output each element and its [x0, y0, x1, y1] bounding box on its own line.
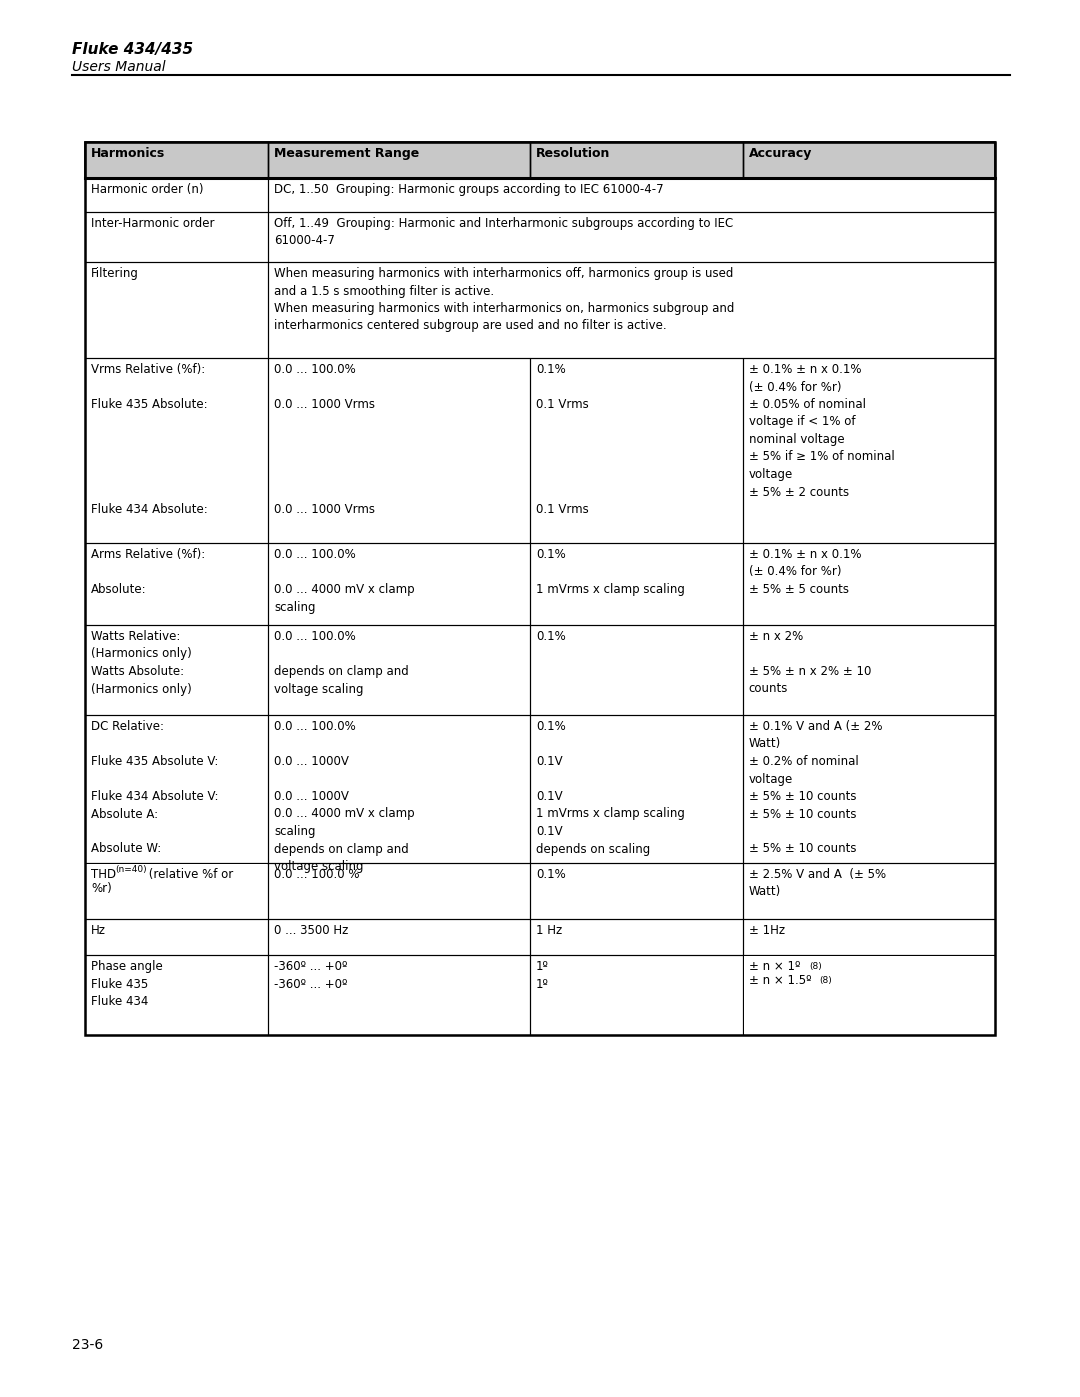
- Text: THD: THD: [91, 868, 117, 882]
- Text: ± n × 1º (8)
± n × 1.5º (8): ± n × 1º (8) ± n × 1.5º (8): [748, 960, 832, 990]
- Bar: [743, 543, 995, 624]
- Text: Off, 1..49  Grouping: Harmonic and Interharmonic subgroups according to IEC
6100: Off, 1..49 Grouping: Harmonic and Interh…: [274, 217, 733, 247]
- Bar: [530, 624, 743, 715]
- Bar: [85, 358, 268, 543]
- Text: ± 0.1% V and A (± 2%
Watt)
± 0.2% of nominal
voltage
± 5% ± 10 counts
± 5% ± 10 : ± 0.1% V and A (± 2% Watt) ± 0.2% of nom…: [748, 719, 882, 855]
- Bar: [744, 956, 994, 1034]
- Text: Resolution: Resolution: [536, 147, 610, 161]
- Text: Watts Relative:
(Harmonics only)
Watts Absolute:
(Harmonics only): Watts Relative: (Harmonics only) Watts A…: [91, 630, 192, 696]
- Bar: [530, 543, 743, 624]
- Bar: [268, 919, 530, 956]
- Text: (relative %f or: (relative %f or: [145, 868, 233, 882]
- Text: 0.1%: 0.1%: [536, 868, 566, 882]
- Bar: [268, 624, 530, 715]
- Text: THD(n=40) (relative %f or
%r): THD(n=40) (relative %f or %r): [91, 868, 246, 898]
- Text: ± n × 1.5º: ± n × 1.5º: [748, 974, 815, 988]
- Bar: [268, 863, 530, 919]
- Bar: [268, 715, 530, 863]
- Bar: [268, 956, 530, 1035]
- Bar: [268, 177, 995, 212]
- Text: Hz: Hz: [91, 923, 106, 937]
- Text: DC, 1..50  Grouping: Harmonic groups according to IEC 61000-4-7: DC, 1..50 Grouping: Harmonic groups acco…: [274, 183, 663, 196]
- Text: Users Manual: Users Manual: [72, 60, 165, 74]
- Bar: [268, 358, 530, 543]
- Bar: [530, 358, 743, 543]
- Text: ± 0.1% ± n x 0.1%
(± 0.4% for %r)
± 5% ± 5 counts: ± 0.1% ± n x 0.1% (± 0.4% for %r) ± 5% ±…: [748, 548, 861, 597]
- Bar: [743, 142, 995, 177]
- Text: ± n x 2%

± 5% ± n x 2% ± 10
counts: ± n x 2% ± 5% ± n x 2% ± 10 counts: [748, 630, 872, 696]
- Text: ± 1Hz: ± 1Hz: [748, 923, 785, 937]
- Text: Vrms Relative (%f):

Fluke 435 Absolute:





Fluke 434 Absolute:: Vrms Relative (%f): Fluke 435 Absolute: …: [91, 363, 207, 515]
- Bar: [85, 919, 268, 956]
- Bar: [85, 142, 268, 177]
- Text: Filtering: Filtering: [91, 267, 139, 279]
- Text: 0.1%

1 mVrms x clamp scaling: 0.1% 1 mVrms x clamp scaling: [536, 548, 685, 597]
- Bar: [268, 543, 530, 624]
- Text: (8): (8): [819, 977, 832, 985]
- Bar: [85, 263, 268, 358]
- Text: 0.1%: 0.1%: [536, 630, 566, 643]
- Text: DC Relative:

Fluke 435 Absolute V:

Fluke 434 Absolute V:
Absolute A:

Absolute: DC Relative: Fluke 435 Absolute V: Fluke…: [91, 719, 218, 855]
- Bar: [743, 715, 995, 863]
- Text: Accuracy: Accuracy: [748, 147, 812, 161]
- Text: Arms Relative (%f):

Absolute:: Arms Relative (%f): Absolute:: [91, 548, 205, 597]
- Text: -360º ... +0º
-360º ... +0º: -360º ... +0º -360º ... +0º: [274, 960, 348, 990]
- Text: 0.0 ... 100.0 %: 0.0 ... 100.0 %: [274, 868, 360, 882]
- Text: 0.1%

0.1V

0.1V
1 mVrms x clamp scaling
0.1V
depends on scaling: 0.1% 0.1V 0.1V 1 mVrms x clamp scaling 0…: [536, 719, 685, 855]
- Text: %r): %r): [91, 882, 111, 895]
- Bar: [85, 863, 268, 919]
- Text: ± 2.5% V and A  (± 5%
Watt): ± 2.5% V and A (± 5% Watt): [748, 868, 886, 898]
- Text: (8): (8): [809, 963, 822, 971]
- Bar: [743, 624, 995, 715]
- Bar: [268, 212, 995, 263]
- Bar: [85, 624, 268, 715]
- Bar: [530, 956, 743, 1035]
- Bar: [530, 919, 743, 956]
- Bar: [268, 263, 995, 358]
- Bar: [85, 142, 995, 177]
- Text: 0.1%

0.1 Vrms





0.1 Vrms: 0.1% 0.1 Vrms 0.1 Vrms: [536, 363, 589, 515]
- Bar: [530, 863, 743, 919]
- Text: Harmonics: Harmonics: [91, 147, 165, 161]
- Bar: [743, 358, 995, 543]
- Text: Phase angle
Fluke 435
Fluke 434: Phase angle Fluke 435 Fluke 434: [91, 960, 163, 1009]
- Text: 0 ... 3500 Hz: 0 ... 3500 Hz: [274, 923, 349, 937]
- Text: 0.0 ... 100.0%

0.0 ... 4000 mV x clamp
scaling: 0.0 ... 100.0% 0.0 ... 4000 mV x clamp s…: [274, 548, 415, 613]
- Text: (n=40): (n=40): [114, 865, 147, 875]
- Text: 23-6: 23-6: [72, 1338, 104, 1352]
- Text: Fluke 434/435: Fluke 434/435: [72, 42, 193, 57]
- Text: 1º
1º: 1º 1º: [536, 960, 549, 990]
- Bar: [743, 956, 995, 1035]
- Bar: [530, 715, 743, 863]
- Text: 0.0 ... 100.0%

0.0 ... 1000V

0.0 ... 1000V
0.0 ... 4000 mV x clamp
scaling
dep: 0.0 ... 100.0% 0.0 ... 1000V 0.0 ... 100…: [274, 719, 415, 873]
- Text: 0.0 ... 100.0%

depends on clamp and
voltage scaling: 0.0 ... 100.0% depends on clamp and volt…: [274, 630, 408, 696]
- Bar: [85, 142, 995, 177]
- Bar: [743, 919, 995, 956]
- Bar: [85, 956, 268, 1035]
- Bar: [85, 543, 268, 624]
- Bar: [268, 142, 530, 177]
- Text: Harmonic order (n): Harmonic order (n): [91, 183, 203, 196]
- Text: ± n × 1º: ± n × 1º: [748, 960, 804, 972]
- Bar: [530, 142, 743, 177]
- Text: When measuring harmonics with interharmonics off, harmonics group is used
and a : When measuring harmonics with interharmo…: [274, 267, 734, 332]
- Text: 1 Hz: 1 Hz: [536, 923, 563, 937]
- Text: ± 0.1% ± n x 0.1%
(± 0.4% for %r)
± 0.05% of nominal
voltage if < 1% of
nominal : ± 0.1% ± n x 0.1% (± 0.4% for %r) ± 0.05…: [748, 363, 894, 499]
- Bar: [85, 715, 268, 863]
- Bar: [85, 177, 268, 212]
- Bar: [86, 863, 267, 918]
- Bar: [85, 212, 268, 263]
- Bar: [85, 142, 995, 1035]
- Bar: [743, 863, 995, 919]
- Text: Inter-Harmonic order: Inter-Harmonic order: [91, 217, 215, 231]
- Text: Measurement Range: Measurement Range: [274, 147, 419, 161]
- Text: 0.0 ... 100.0%

0.0 ... 1000 Vrms





0.0 ... 1000 Vrms: 0.0 ... 100.0% 0.0 ... 1000 Vrms 0.0 ...…: [274, 363, 375, 515]
